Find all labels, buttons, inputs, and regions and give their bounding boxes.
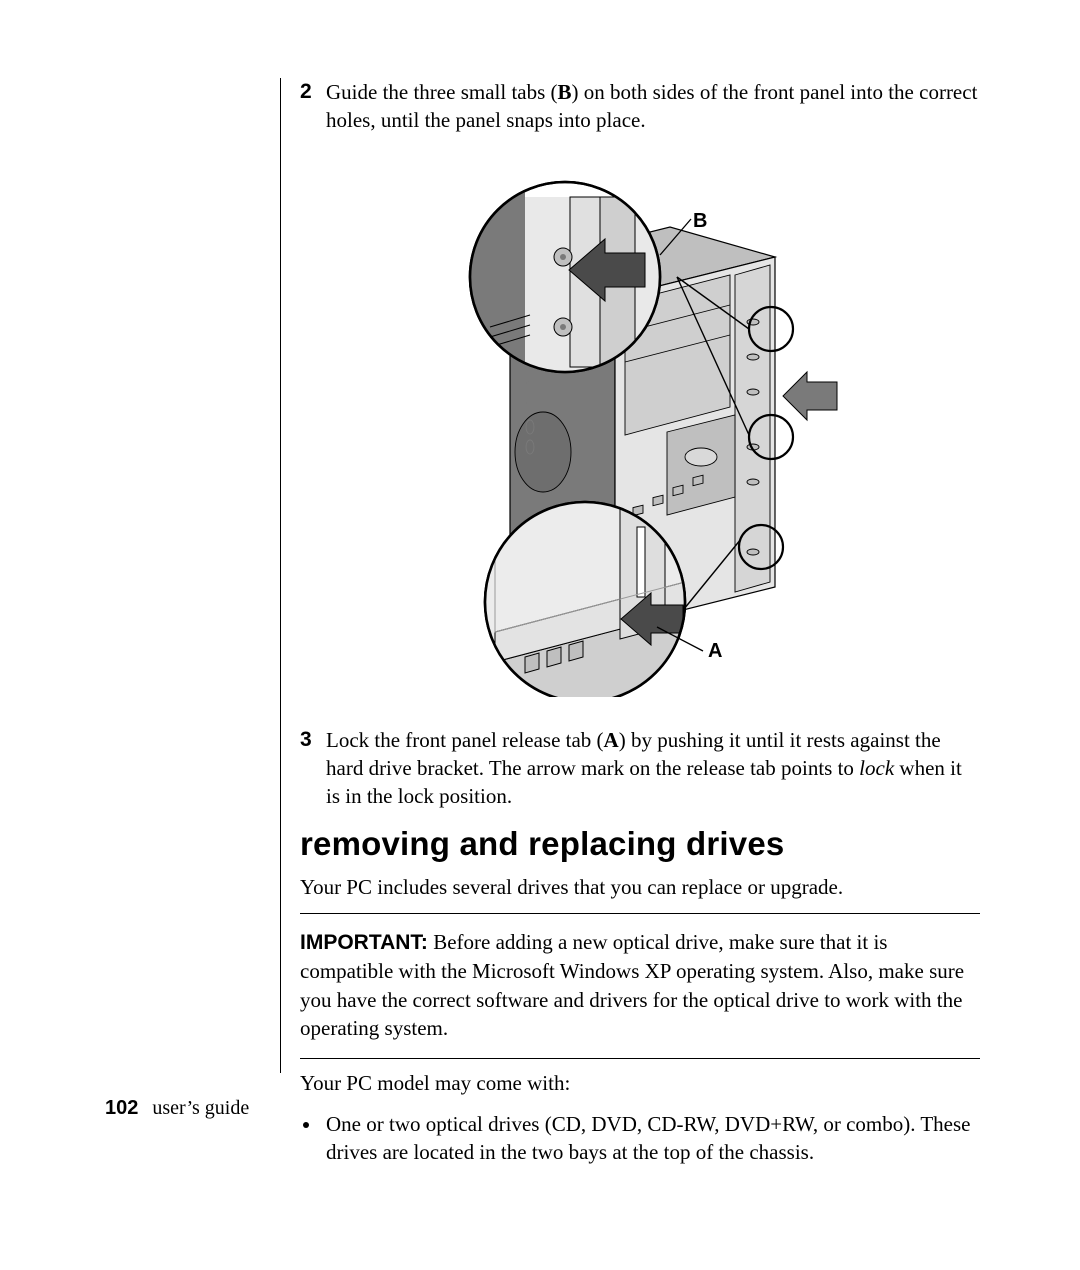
content-column: 2 Guide the three small tabs (B) on both… <box>300 78 980 1172</box>
figure-label-b: B <box>693 210 707 232</box>
arrow-right-in <box>783 372 837 420</box>
step-2-body: Guide the three small tabs (B) on both s… <box>326 78 980 135</box>
step-2: 2 Guide the three small tabs (B) on both… <box>300 78 980 135</box>
important-note: IMPORTANT: Before adding a new optical d… <box>300 924 980 1048</box>
step-3-number: 3 <box>300 726 318 754</box>
model-intro-paragraph: Your PC model may come with: <box>300 1069 980 1097</box>
step-2-number: 2 <box>300 78 318 106</box>
footer-guide-label: user’s guide <box>152 1097 249 1119</box>
chassis-illustration: B A <box>435 157 845 697</box>
figure-label-a: A <box>708 640 722 662</box>
step-3-text-pre: Lock the front panel release tab ( <box>326 728 604 752</box>
vertical-rule <box>280 78 281 1073</box>
step-3-bold-a: A <box>604 728 619 752</box>
step-2-bold-b: B <box>558 80 572 104</box>
figure-container: B A <box>300 149 980 726</box>
page-footer: 102 user’s guide <box>105 1097 249 1120</box>
bullet-list: One or two optical drives (CD, DVD, CD-R… <box>300 1110 980 1167</box>
rule-bottom <box>300 1058 980 1059</box>
step-3-italic-lock: lock <box>859 756 894 780</box>
intro-paragraph: Your PC includes several drives that you… <box>300 873 980 901</box>
rule-top <box>300 913 980 914</box>
section-heading: removing and replacing drives <box>300 825 980 863</box>
important-label: IMPORTANT: <box>300 931 428 954</box>
list-item: One or two optical drives (CD, DVD, CD-R… <box>322 1110 980 1167</box>
page: 2 Guide the three small tabs (B) on both… <box>0 0 1080 1270</box>
page-number: 102 <box>105 1097 138 1119</box>
step-2-text-pre: Guide the three small tabs ( <box>326 80 558 104</box>
step-3-body: Lock the front panel release tab (A) by … <box>326 726 980 811</box>
step-3: 3 Lock the front panel release tab (A) b… <box>300 726 980 811</box>
